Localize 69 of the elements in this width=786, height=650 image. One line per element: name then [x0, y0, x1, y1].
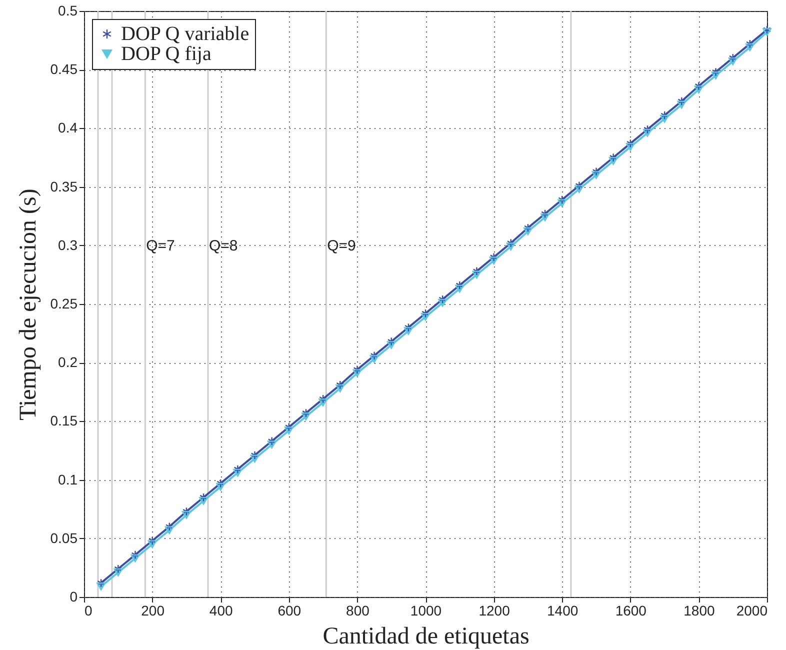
point: [131, 550, 140, 560]
y-tick-label: 0.05: [50, 530, 78, 546]
point: [165, 522, 174, 532]
y-tick-label: 0.4: [58, 120, 78, 136]
point: [490, 252, 498, 262]
point: [336, 380, 344, 390]
y-tick-label: 0: [70, 588, 78, 604]
point: [284, 422, 293, 432]
point: [592, 167, 600, 176]
x-axis-title: Cantidad de etiquetas: [322, 624, 530, 650]
point: [200, 492, 208, 502]
y-tick-label: 0.25: [50, 296, 78, 312]
point: [694, 82, 703, 90]
point: [575, 181, 584, 190]
y-tick-label: 0.5: [58, 2, 78, 18]
point: [728, 53, 737, 62]
x-tick-label: 1200: [478, 602, 510, 618]
point: [268, 436, 276, 446]
y-tick-label: 0.15: [50, 412, 78, 429]
point: [506, 238, 515, 248]
point: [148, 536, 156, 546]
point: [609, 153, 618, 162]
x-tick-label: 600: [278, 602, 302, 618]
x-tick-label: 1800: [684, 602, 715, 618]
y-tick-label: 0.2: [58, 354, 78, 370]
point: [422, 308, 430, 318]
y-axis-title: Tiempo de ejecucion (s): [15, 188, 42, 420]
point: [182, 506, 190, 516]
x-tick-label: 1600: [615, 602, 647, 618]
point: [712, 67, 720, 76]
point: [234, 464, 242, 474]
point: [97, 578, 106, 588]
legend-label: DOP Q variable: [121, 23, 250, 45]
point: [763, 25, 771, 34]
point: [438, 294, 447, 304]
x-tick-label: 0: [84, 602, 92, 618]
point: [524, 223, 532, 232]
y-tick-label: 0.45: [50, 61, 78, 78]
x-tick-label: 2000: [736, 602, 768, 618]
annotation: Q=8: [208, 237, 238, 254]
point: [472, 266, 481, 276]
point: [370, 351, 378, 360]
x-tick-label: 400: [209, 602, 233, 618]
y-tick-label: 0.35: [50, 178, 78, 194]
point: [626, 138, 634, 148]
point: [678, 96, 686, 106]
point: [746, 39, 754, 48]
point: [353, 365, 362, 374]
point: [404, 322, 412, 332]
point: [644, 124, 652, 134]
legend-label: DOP Q fija: [121, 43, 212, 65]
point: [114, 564, 122, 574]
annotation: Q=9: [327, 237, 356, 254]
x-tick-label: 200: [141, 602, 165, 618]
x-tick-label: 1400: [547, 602, 578, 618]
annotation: Q=7: [146, 237, 175, 254]
point: [319, 394, 328, 404]
y-tick-label: 0.3: [58, 236, 78, 253]
point: [387, 337, 396, 346]
x-tick-label: 1000: [410, 602, 442, 618]
x-tick-label: 800: [346, 602, 370, 618]
point: [216, 478, 225, 488]
point: [558, 195, 566, 204]
point: [660, 110, 669, 120]
y-tick-label: 0.1: [58, 471, 78, 488]
point: [541, 209, 549, 218]
point: [456, 280, 464, 290]
point: [250, 450, 259, 460]
point: [302, 408, 310, 418]
